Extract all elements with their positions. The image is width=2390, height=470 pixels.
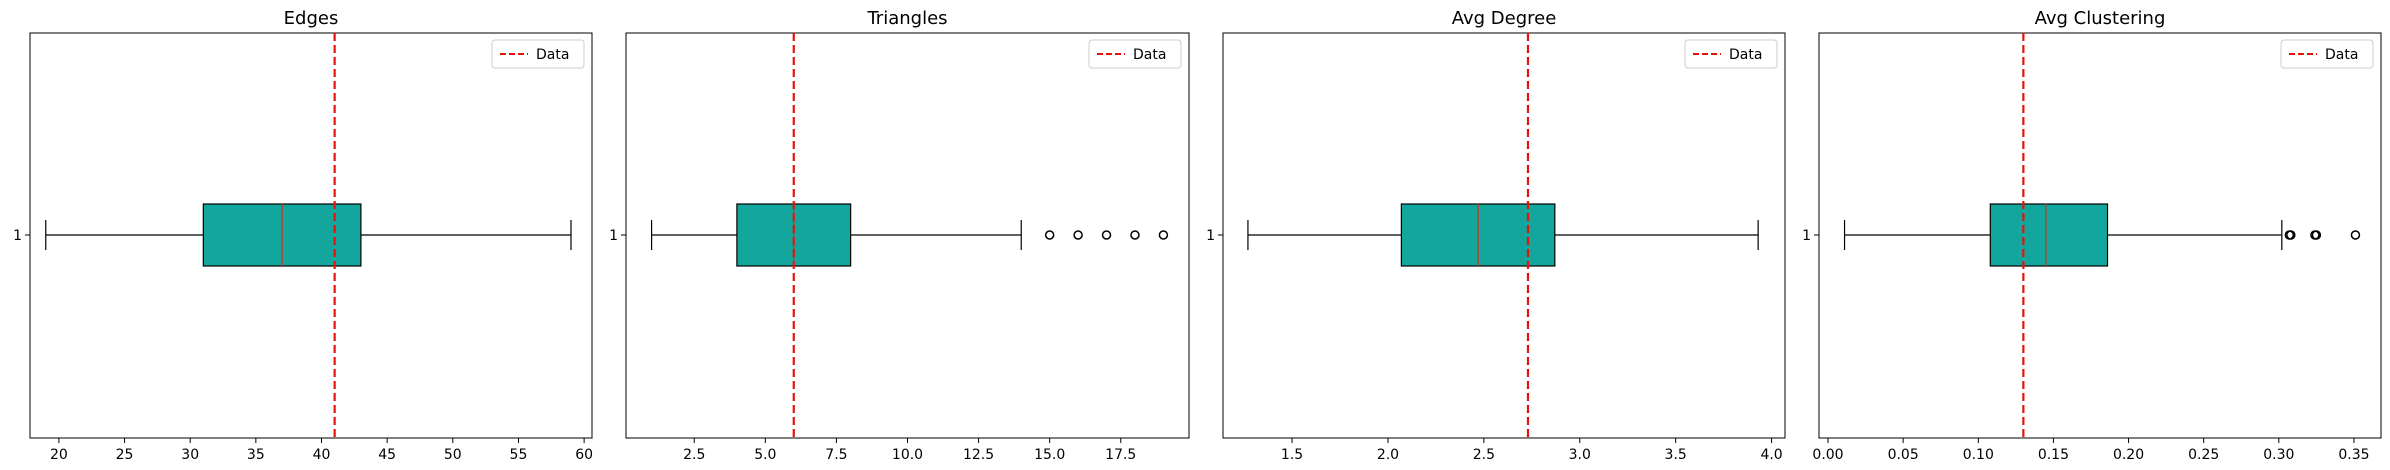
chart-title: Edges <box>284 8 339 29</box>
outlier-point <box>2350 230 2361 240</box>
x-tick-label: 2.0 <box>1377 447 1399 463</box>
outlier-point <box>1073 230 1083 240</box>
y-tick-label: 1 <box>13 228 22 244</box>
x-tick-label: 25 <box>116 447 134 463</box>
x-tick-label: 3.5 <box>1665 447 1687 463</box>
x-tick-label: 20 <box>50 447 68 463</box>
legend: Data <box>1684 39 1778 69</box>
outlier-point <box>1158 230 1169 240</box>
x-tick-label: 60 <box>575 447 593 463</box>
x-tick-label: 0.05 <box>1888 447 1919 463</box>
legend-label: Data <box>2325 47 2358 63</box>
chart-title: Avg Degree <box>1452 8 1557 29</box>
outlier-point <box>1101 230 1112 240</box>
x-tick-label: 15.0 <box>1034 447 1065 463</box>
x-tick-label: 55 <box>510 447 528 463</box>
chart-panel-4: Avg Clustering 1 0.00 0.05 0.10 0.15 0.20 0.25 0… <box>1802 8 2382 463</box>
x-tick-label: 12.5 <box>963 447 994 463</box>
y-tick-label: 1 <box>609 228 618 244</box>
x-tick-label: 10.0 <box>892 447 923 463</box>
x-tick-label: 45 <box>378 447 396 463</box>
x-tick-label: 2.5 <box>1473 447 1495 463</box>
outlier-point <box>1130 230 1140 240</box>
legend: Data <box>1088 39 1182 69</box>
outlier-point <box>1044 230 1055 240</box>
x-tick-label: 0.35 <box>2338 447 2369 463</box>
x-tick-label: 2.5 <box>683 447 705 463</box>
y-tick-label: 1 <box>1802 228 1811 244</box>
x-tick-label: 0.00 <box>1812 447 1843 463</box>
legend-box <box>1088 39 1182 69</box>
chart-title: Triangles <box>866 8 947 29</box>
legend: Data <box>491 39 585 69</box>
x-tick-label: 0.15 <box>2038 447 2069 463</box>
x-tick-label: 35 <box>247 447 265 463</box>
x-tick-label: 17.5 <box>1105 447 1136 463</box>
legend: Data <box>2280 39 2374 69</box>
box-iqr <box>1989 203 2109 267</box>
x-tick-label: 7.5 <box>825 447 847 463</box>
x-tick-label: 50 <box>444 447 462 463</box>
y-tick-label: 1 <box>1206 228 1215 244</box>
chart-panel-3: Avg Degree 1 1.5 2.0 2.5 3.0 3.5 4.0 Data <box>1206 8 1786 463</box>
outlier-point <box>2286 230 2296 240</box>
x-tick-label: 0.30 <box>2263 447 2294 463</box>
legend-box <box>2280 39 2374 69</box>
legend-box <box>1684 39 1778 69</box>
x-tick-label: 0.20 <box>2113 447 2144 463</box>
legend-box <box>491 39 585 69</box>
legend-label: Data <box>536 47 569 63</box>
x-tick-label: 1.5 <box>1281 447 1303 463</box>
legend-label: Data <box>1133 47 1166 63</box>
x-tick-label: 0.10 <box>1963 447 1994 463</box>
x-tick-label: 5.0 <box>754 447 776 463</box>
outlier-point <box>2311 230 2322 240</box>
x-tick-label: 0.25 <box>2188 447 2219 463</box>
x-tick-label: 30 <box>181 447 199 463</box>
legend-label: Data <box>1729 47 1762 63</box>
x-tick-label: 4.0 <box>1760 447 1782 463</box>
x-tick-label: 40 <box>313 447 331 463</box>
chart-title: Avg Clustering <box>2035 8 2166 29</box>
x-tick-label: 3.0 <box>1569 447 1591 463</box>
chart-panel-1: Edges 1 20 25 30 35 40 45 50 55 60 Data <box>13 8 593 463</box>
